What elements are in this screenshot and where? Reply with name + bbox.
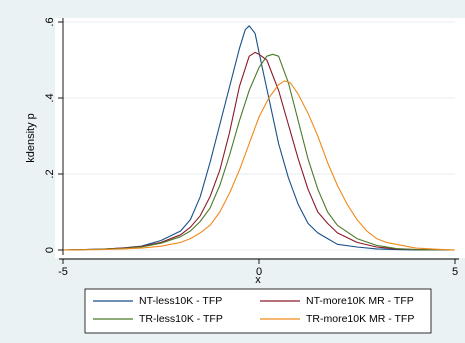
legend-label-4: TR-more10K MR - TFP — [306, 313, 414, 325]
x-axis-title: x — [255, 274, 261, 286]
x-tick-label-2: 5 — [452, 266, 458, 278]
legend-label-2: NT-more10K MR - TFP — [306, 295, 414, 307]
x-tick-label-1: 0 — [256, 266, 262, 278]
legend-box — [84, 288, 432, 334]
x-tick-label-0: -5 — [58, 266, 68, 278]
series-line-3 — [62, 53, 456, 251]
legend-label-1: NT-less10K - TFP — [139, 295, 222, 307]
series-line-2 — [62, 51, 456, 251]
y-tick-label-2: .4 — [44, 93, 56, 102]
y-tick-label-0: 0 — [44, 247, 56, 253]
legend-label-3: TR-less10K - TFP — [139, 313, 223, 325]
y-tick-label-1: .2 — [44, 169, 56, 178]
plot-area — [55, 18, 465, 258]
series-line-4 — [62, 80, 456, 251]
y-axis-title: kdensity p — [25, 113, 37, 163]
y-tick-label-3: .6 — [44, 17, 56, 26]
series-line-1 — [62, 25, 455, 251]
